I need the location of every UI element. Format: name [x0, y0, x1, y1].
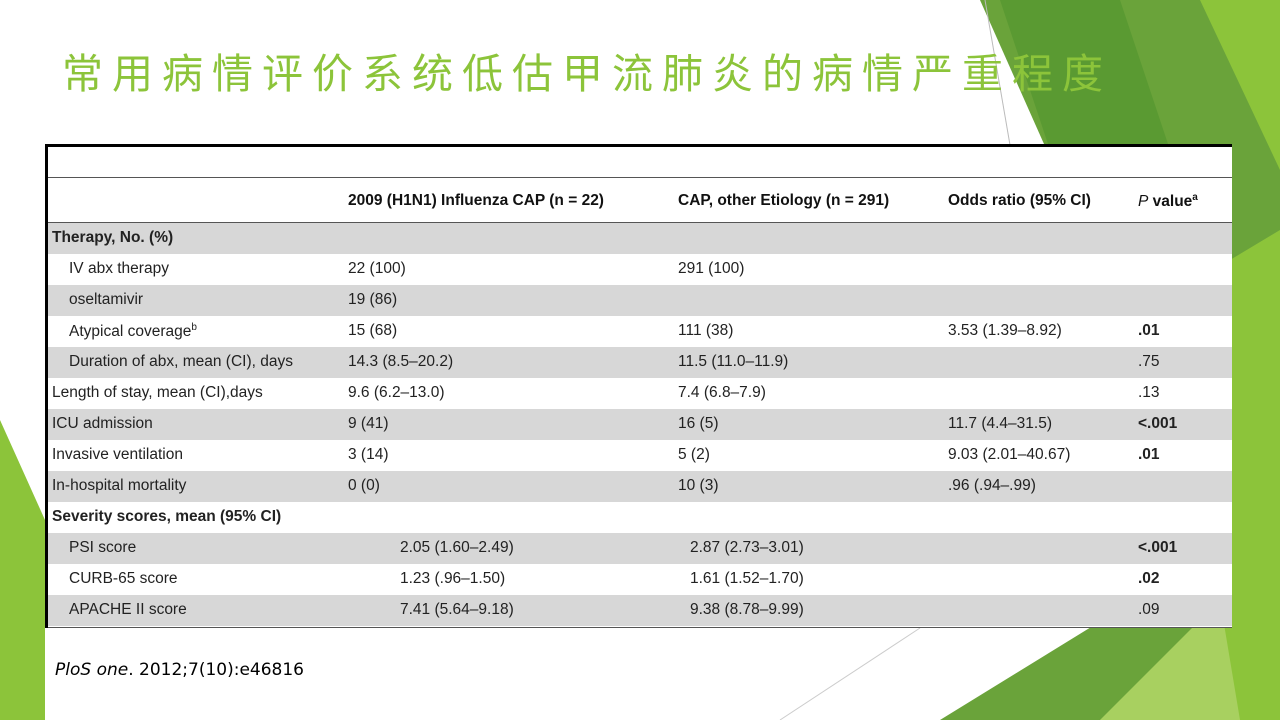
data-table: 2009 (H1N1) Influenza CAP (n = 22) CAP, …: [45, 144, 1232, 628]
table-row: Invasive ventilation 3 (14) 5 (2) 9.03 (…: [52, 446, 1160, 463]
table-row: Length of stay, mean (CI),days 9.6 (6.2–…: [52, 384, 1160, 401]
table-sub-rule: [48, 177, 1232, 178]
table-row: Atypical coverageb 15 (68) 111 (38) 3.53…: [69, 322, 1160, 341]
section-severity: Severity scores, mean (95% CI): [52, 508, 282, 525]
table-bottom-rule: [48, 627, 1232, 628]
table-row: Duration of abx, mean (CI), days 14.3 (8…: [48, 347, 1232, 378]
header-rule: [48, 222, 1232, 223]
table-header: 2009 (H1N1) Influenza CAP (n = 22) CAP, …: [48, 180, 1232, 224]
table-top-rule: [48, 144, 1232, 147]
table-row: oseltamivir 19 (86): [48, 285, 1232, 316]
header-other-etiology: CAP, other Etiology (n = 291): [678, 192, 890, 209]
table-row: ICU admission 9 (41) 16 (5) 11.7 (4.4–31…: [48, 409, 1232, 440]
table-row: CURB-65 score 1.23 (.96–1.50) 1.61 (1.52…: [69, 570, 1160, 587]
citation: PloS one. 2012;7(10):e46816: [55, 660, 304, 680]
header-odds-ratio: Odds ratio (95% CI): [948, 192, 1091, 209]
table-row: IV abx therapy 22 (100) 291 (100): [69, 260, 745, 277]
slide-title: 常用病情评价系统低估甲流肺炎的病情严重程度: [62, 50, 1112, 98]
table-row: APACHE II score 7.41 (5.64–9.18) 9.38 (8…: [48, 595, 1232, 626]
section-therapy: Therapy, No. (%): [48, 223, 1232, 254]
header-p-value: P valuea: [1138, 192, 1198, 211]
table-row: PSI score 2.05 (1.60–2.49) 2.87 (2.73–3.…: [48, 533, 1232, 564]
table-row: In-hospital mortality 0 (0) 10 (3) .96 (…: [48, 471, 1232, 502]
header-h1n1: 2009 (H1N1) Influenza CAP (n = 22): [348, 192, 604, 209]
